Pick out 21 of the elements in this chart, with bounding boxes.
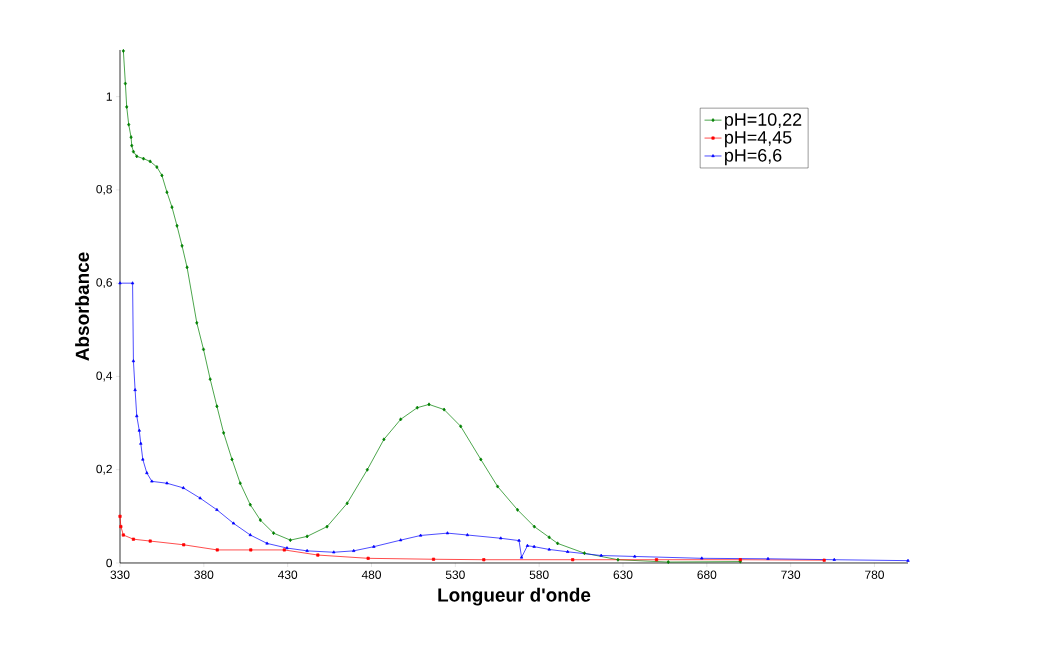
y-tick-label: 0,8 (96, 184, 112, 195)
x-tick-label: 630 (613, 570, 633, 579)
x-tick-label: 480 (361, 570, 382, 579)
y-axis-title: Absorbance (75, 252, 90, 361)
legend-label: pH=6,6 (725, 148, 782, 166)
x-tick-label: 330 (110, 570, 130, 579)
x-tick-label: 680 (697, 570, 717, 579)
y-tick-label: 1 (106, 92, 112, 101)
x-tick-label: 730 (781, 570, 801, 579)
x-tick-label: 380 (194, 570, 214, 579)
y-tick-label: 0,4 (96, 371, 113, 382)
y-tick-label: 0 (106, 558, 113, 568)
y-tick-label: 0,6 (96, 278, 112, 289)
x-tick-label: 530 (445, 570, 465, 579)
x-axis-title: Longueur d'onde (438, 587, 591, 606)
x-tick-label: 780 (865, 570, 884, 579)
legend-label: pH=10,22 (725, 113, 802, 130)
legend-label: pH=4,45 (725, 131, 792, 148)
x-tick-label: 580 (529, 570, 549, 579)
y-tick-label: 0,2 (96, 464, 112, 475)
x-tick-label: 430 (277, 570, 298, 579)
